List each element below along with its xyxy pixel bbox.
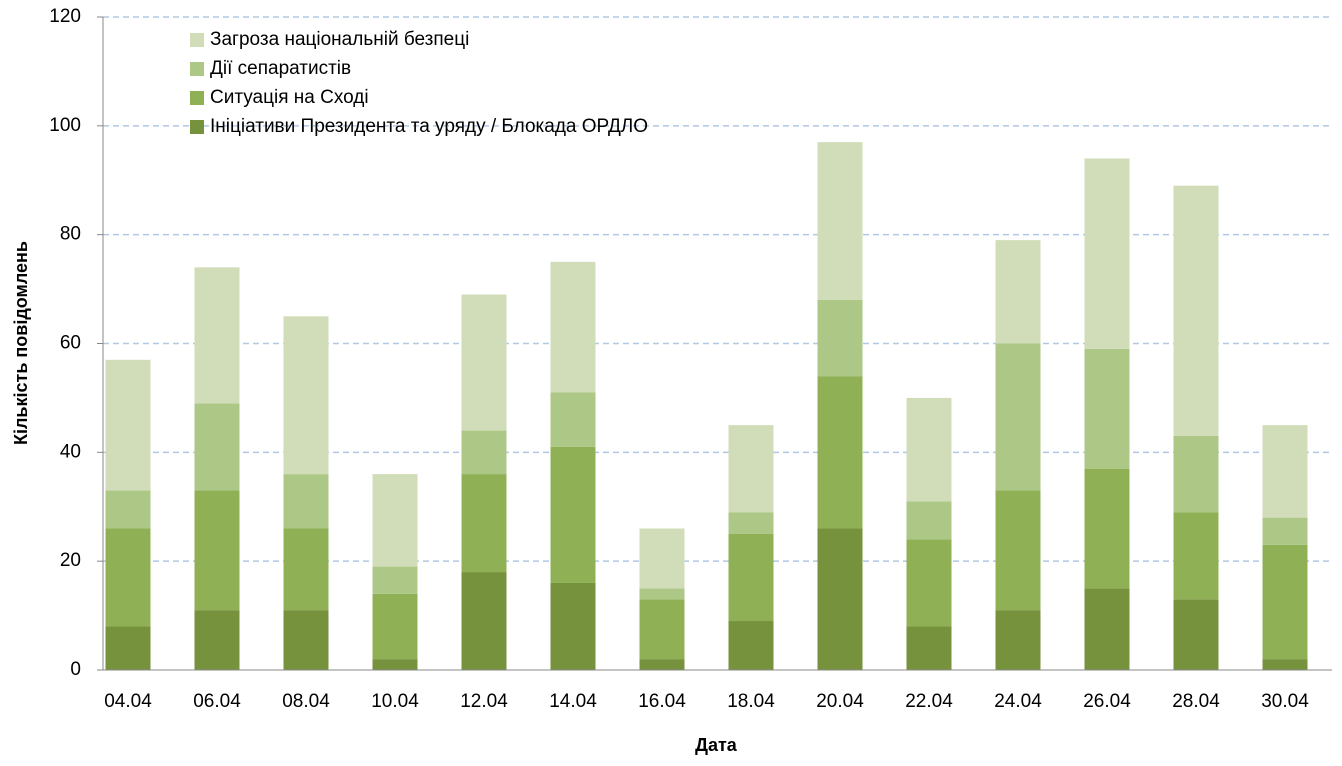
bar-segment	[461, 572, 507, 670]
legend-swatch	[190, 91, 204, 105]
x-tick-label: 08.04	[282, 691, 330, 712]
bar-segment	[817, 376, 863, 529]
y-axis-label: Кількість повідомлень	[11, 241, 31, 445]
bar-segment	[639, 599, 685, 660]
legend-swatch	[190, 62, 204, 76]
bar-segment	[194, 610, 240, 670]
bar-segment	[372, 474, 418, 567]
bar-segment	[906, 626, 952, 670]
bar-segment	[461, 474, 507, 573]
bar-segment	[105, 528, 151, 627]
bar-segment	[1262, 517, 1308, 545]
legend-label: Загроза національній безпеці	[210, 29, 469, 50]
bar-segment	[995, 343, 1041, 491]
bar-segment	[194, 403, 240, 491]
y-tick-label: 0	[70, 659, 81, 680]
y-tick-label: 120	[49, 6, 81, 27]
bar-segment	[817, 142, 863, 300]
bar-segment	[817, 299, 863, 377]
bar-segment	[283, 610, 329, 670]
y-tick-label: 20	[60, 550, 81, 571]
bar-segment	[995, 610, 1041, 670]
y-tick-label: 40	[60, 441, 81, 462]
x-tick-label: 12.04	[460, 691, 508, 712]
bar-segment	[372, 659, 418, 670]
bar-segment	[372, 593, 418, 660]
bar-segment	[1173, 436, 1219, 513]
bar-segment	[372, 566, 418, 594]
bar-segment	[1084, 158, 1130, 349]
legend-label: Ініціативи Президента та уряду / Блокада…	[210, 116, 648, 137]
legend-swatch	[190, 120, 204, 134]
bar-segment	[1262, 425, 1308, 518]
bar-segment	[105, 359, 151, 491]
legend-label: Дії сепаратистів	[210, 58, 351, 79]
x-tick-label: 20.04	[816, 691, 864, 712]
bar-segment	[550, 392, 596, 447]
x-tick-label: 18.04	[727, 691, 775, 712]
legend-swatch	[190, 33, 204, 47]
bar-segment	[906, 539, 952, 627]
bar-segment	[1084, 588, 1130, 670]
bar-segment	[1262, 544, 1308, 660]
bar-segment	[461, 430, 507, 475]
y-tick-label: 60	[60, 333, 81, 354]
bar-segment	[639, 659, 685, 670]
bar-segment	[550, 446, 596, 583]
bar-segment	[639, 528, 685, 589]
bar-segment	[1173, 512, 1219, 600]
bar-segment	[194, 490, 240, 611]
x-tick-label: 24.04	[994, 691, 1042, 712]
bar-segment	[639, 588, 685, 600]
bar-segment	[728, 533, 774, 622]
x-tick-label: 14.04	[549, 691, 597, 712]
bar-segment	[817, 528, 863, 670]
bar-segment	[1173, 185, 1219, 437]
bar-segment	[1173, 599, 1219, 670]
bar-segment	[728, 512, 774, 534]
bar-segment	[105, 626, 151, 670]
y-tick-label: 100	[49, 115, 81, 136]
bar-segment	[283, 316, 329, 475]
x-tick-label: 26.04	[1083, 691, 1131, 712]
bar-segment	[105, 490, 151, 529]
bar-segment	[995, 490, 1041, 611]
bar-segment	[728, 425, 774, 513]
bar-segment	[1084, 348, 1130, 469]
bar-segment	[283, 474, 329, 529]
x-tick-label: 28.04	[1172, 691, 1220, 712]
bar-segment	[461, 294, 507, 431]
x-tick-label: 30.04	[1261, 691, 1309, 712]
bar-segment	[283, 528, 329, 611]
bar-segment	[194, 267, 240, 404]
bar-segment	[550, 261, 596, 393]
bar-segment	[1262, 659, 1308, 670]
x-tick-label: 04.04	[104, 691, 152, 712]
bar-segment	[728, 621, 774, 670]
bar-segment	[550, 582, 596, 670]
bar-segment	[906, 397, 952, 502]
x-axis-label: Дата	[695, 735, 738, 755]
x-tick-label: 16.04	[638, 691, 686, 712]
bar-segment	[995, 240, 1041, 344]
x-tick-label: 10.04	[371, 691, 419, 712]
legend-label: Ситуація на Сході	[210, 87, 369, 108]
bar-segment	[1084, 468, 1130, 589]
y-tick-label: 80	[60, 224, 81, 245]
x-tick-label: 06.04	[193, 691, 241, 712]
bar-segment	[906, 501, 952, 540]
x-tick-label: 22.04	[905, 691, 953, 712]
